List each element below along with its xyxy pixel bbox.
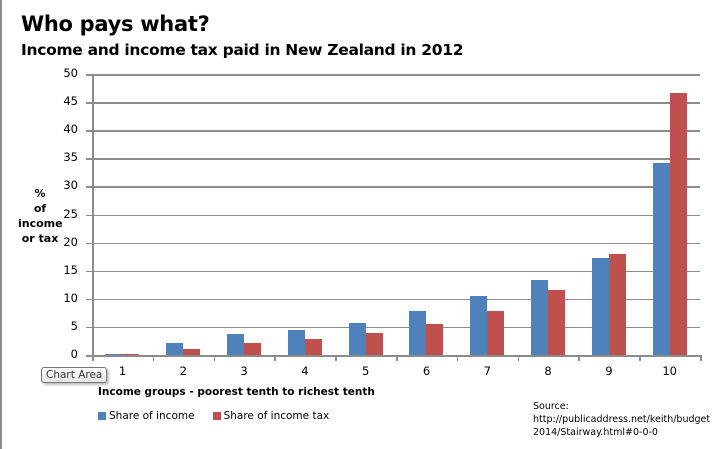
legend-item-income[interactable]: Share of income [98,410,195,422]
chart-subtitle: Income and income tax paid in New Zealan… [21,41,464,59]
gridline [92,102,700,104]
x-tick-label: 4 [301,364,309,378]
gridline [92,242,700,245]
legend-item-income-tax[interactable]: Share of income tax [212,410,330,422]
bar-income-tax-group-8[interactable] [548,290,565,355]
x-tick-mark [213,355,216,361]
plot-area[interactable] [86,74,702,361]
x-tick-mark [700,355,702,361]
bar-income-tax-group-5[interactable] [365,333,383,355]
legend[interactable]: Share of income Share of income tax [98,410,347,422]
bar-income-group-3[interactable] [227,334,244,355]
y-tick-label: 10 [63,290,78,305]
y-tick-label: 0 [70,347,78,361]
y-tick-label: 5 [70,318,78,333]
x-tick-label: 6 [422,364,431,378]
gridline [92,74,700,76]
bar-income-tax-group-7[interactable] [487,310,505,355]
bar-income-tax-group-9[interactable] [608,254,626,355]
gridline [92,130,700,132]
x-tick-label: 10 [662,364,677,378]
y-tick-label: 40 [63,122,78,137]
gridline [92,298,700,301]
y-tick-label: 20 [63,234,78,249]
legend-swatch-red [212,412,221,420]
gridline [92,214,700,216]
y-tick-mark [86,102,92,104]
bar-income-tax-group-3[interactable] [244,343,261,355]
x-tick-mark [274,355,276,361]
y-axis-label-line: % [34,187,46,200]
bar-income-tax-group-2[interactable] [183,348,201,355]
gridline [92,186,700,188]
gridline [92,158,700,160]
bar-income-tax-group-6[interactable] [426,323,444,355]
y-tick-mark [86,355,92,357]
x-tick-mark [335,355,337,361]
y-tick-mark [86,158,92,160]
y-axis-label-line: or tax [21,232,59,245]
bar-income-group-4[interactable] [287,330,305,355]
y-tick-label: 30 [63,178,78,193]
y-tick-label: 35 [63,150,78,165]
x-tick-label: 9 [605,364,613,378]
gridline [92,326,700,329]
window-border [0,0,2,449]
bar-income-group-5[interactable] [348,322,366,355]
legend-label: Share of income [109,410,195,422]
y-tick-mark [86,242,92,245]
y-tick-mark [86,326,92,329]
bar-income-group-8[interactable] [531,280,548,355]
chart-area-tooltip: Chart Area [41,367,108,383]
y-axis-label-line: income [18,217,63,230]
x-tick-mark [396,355,398,361]
source-url-line: 2014/Stairway.html#0-0-0 [533,427,658,438]
x-tick-mark [517,355,520,361]
bar-income-group-6[interactable] [409,310,427,355]
y-tick-mark [86,298,92,301]
x-tick-label: 3 [240,364,248,378]
bar-income-tax-group-10[interactable] [669,93,687,355]
bar-income-tax-group-4[interactable] [304,339,322,355]
bar-income-group-9[interactable] [591,257,609,355]
y-tick-label: 15 [63,262,78,277]
source-url-line: http://publicaddress.net/keith/budget [533,414,711,425]
source-note: Source: http://publicaddress.net/keith/b… [533,400,710,439]
bar-income-tax-group-1[interactable] [122,353,140,355]
gridline [92,270,700,273]
y-tick-mark [86,214,92,216]
bar-income-group-10[interactable] [652,163,670,355]
chart-title: Who pays what? [21,12,210,36]
source-label: Source: [533,401,569,412]
x-tick-label: 7 [483,364,491,378]
legend-swatch-blue [98,412,106,420]
y-tick-label: 50 [63,66,78,80]
x-tick-label: 8 [544,364,552,378]
bar-income-group-2[interactable] [166,343,184,355]
x-axis-title: Income groups - poorest tenth to richest… [98,386,375,398]
bar-income-group-7[interactable] [470,296,488,355]
legend-label: Share of income tax [223,410,330,422]
y-tick-mark [86,130,92,132]
x-tick-mark [92,355,94,361]
x-tick-label: 5 [362,364,370,378]
x-tick-mark [578,355,580,361]
x-tick-label: 2 [179,364,187,378]
y-tick-mark [86,186,92,188]
y-tick-label: 45 [63,94,78,109]
y-axis-label: % of income or tax [18,186,63,246]
y-tick-label: 25 [63,206,78,221]
y-axis-label-line: of [33,202,47,215]
y-tick-mark [86,270,92,273]
bar-income-group-1[interactable] [105,353,123,355]
x-tick-mark [639,355,641,361]
x-tick-label: 1 [118,364,127,378]
y-tick-mark [86,74,92,76]
x-tick-mark [152,355,155,361]
x-tick-mark [456,355,459,361]
